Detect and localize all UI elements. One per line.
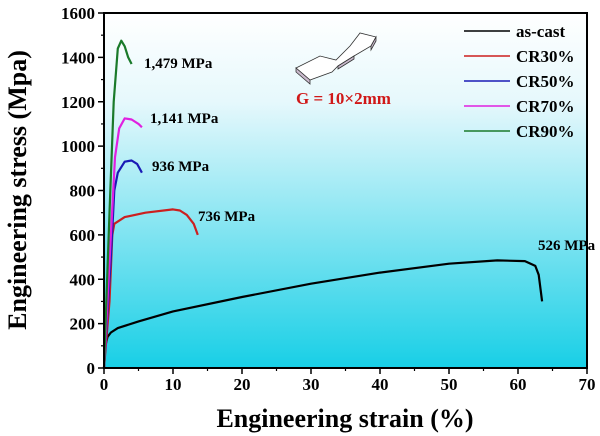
legend-label: as-cast bbox=[516, 22, 565, 41]
x-tick-label: 20 bbox=[234, 375, 251, 394]
y-tick-label: 1400 bbox=[61, 48, 95, 67]
uts-annotation: 1,479 MPa bbox=[144, 56, 213, 72]
series-line-cr70 bbox=[102, 117, 143, 369]
uts-annotation: 736 MPa bbox=[198, 209, 256, 225]
x-tick-label: 10 bbox=[165, 375, 182, 394]
y-tick-label: 800 bbox=[70, 182, 96, 201]
y-tick-label: 1000 bbox=[61, 137, 95, 156]
uts-annotation: 526 MPa bbox=[538, 238, 596, 254]
x-tick-label: 0 bbox=[100, 375, 109, 394]
x-axis-title: Engineering strain (%) bbox=[216, 404, 473, 433]
series-line-cr50 bbox=[102, 159, 143, 369]
y-axis-title: Engineering stress (Mpa) bbox=[3, 50, 32, 330]
uts-annotation: 1,141 MPa bbox=[150, 111, 219, 127]
y-tick-label: 0 bbox=[87, 359, 96, 378]
series-line-as-cast bbox=[102, 259, 544, 369]
x-tick-label: 40 bbox=[372, 375, 389, 394]
y-tick-label: 1200 bbox=[61, 93, 95, 112]
series-line-cr90 bbox=[102, 39, 133, 369]
legend-label: CR70% bbox=[516, 97, 575, 116]
legend-label: CR90% bbox=[516, 122, 575, 141]
x-tick-label: 70 bbox=[579, 375, 596, 394]
y-tick-label: 600 bbox=[70, 226, 96, 245]
legend-label: CR50% bbox=[516, 72, 575, 91]
y-tick-label: 1600 bbox=[61, 4, 95, 23]
x-tick-label: 50 bbox=[441, 375, 458, 394]
y-tick-label: 200 bbox=[70, 315, 96, 334]
gauge-size-label: G = 10×2mm bbox=[296, 89, 391, 108]
x-tick-label: 30 bbox=[303, 375, 320, 394]
y-tick-label: 400 bbox=[70, 270, 96, 289]
uts-annotation: 936 MPa bbox=[152, 159, 210, 175]
specimen-icon bbox=[295, 32, 377, 85]
x-tick-label: 60 bbox=[510, 375, 527, 394]
legend-label: CR30% bbox=[516, 47, 575, 66]
